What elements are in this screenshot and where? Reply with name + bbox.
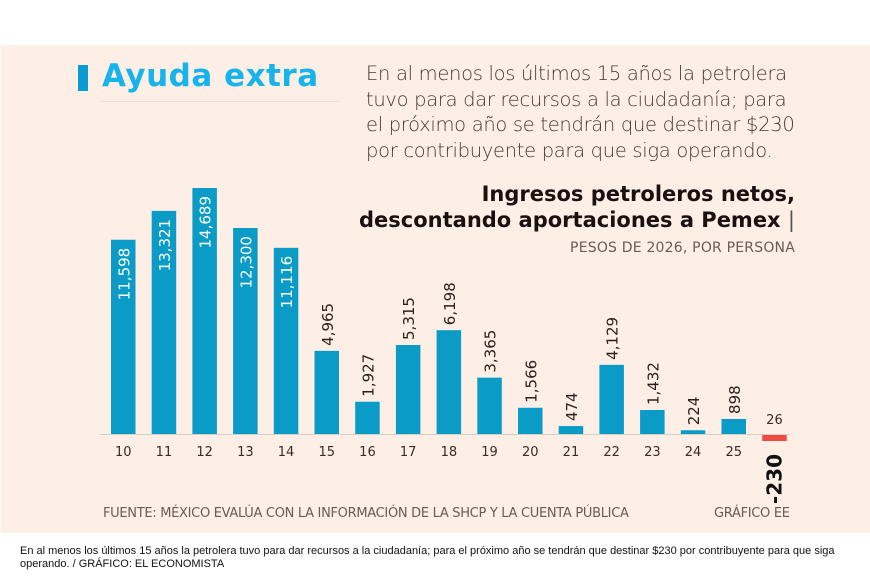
bar-22 [599,364,624,434]
value-label-13: 12,300 [237,236,255,289]
tick-label-20: 20 [522,445,539,460]
value-labels-group: 11,598 13,321 14,689 12,300 11,116 4,965 1,927… [115,196,786,504]
tick-label-26: 26 [766,413,783,428]
bar-24 [680,430,706,434]
chart-title-line2-wrap: descontando aportaciones a Pemex | [359,207,795,233]
bar-15 [314,350,339,434]
bar-11 [151,210,177,434]
tick-label-12: 12 [196,445,213,460]
value-label-16: 1,927 [359,354,377,397]
tick-label-19: 19 [481,445,498,460]
infographic-panel [1,45,870,533]
bars-group [111,188,787,441]
value-label-19: 3,365 [482,330,500,373]
tick-label-22: 22 [603,445,620,460]
bar-14 [273,247,299,434]
chart-title: Ingresos petroleros netos, descontando a… [359,181,795,233]
tick-label-23: 23 [644,445,661,460]
bar-16 [355,401,380,434]
bar-20 [518,407,543,434]
title-separator: | [787,208,795,232]
bar-12 [192,188,217,434]
value-label-25: 898 [726,385,744,414]
chart-subtitle: PESOS DE 2026, POR PERSONA [570,240,795,256]
tick-label-13: 13 [237,445,254,460]
source-note: FUENTE: MÉXICO EVALÚA CON LA INFORMACIÓN… [103,506,629,521]
value-label-18: 6,198 [441,282,459,325]
tick-label-24: 24 [685,445,702,460]
value-label-10: 11,598 [115,248,133,301]
tick-label-11: 11 [156,445,173,460]
tick-label-14: 14 [278,445,295,460]
tick-label-15: 15 [318,445,335,460]
bar-13 [233,228,258,434]
value-label-12: 14,689 [197,196,215,249]
tick-labels-group: 10 11 12 13 14 15 16 17 18 19 20 21 22 23 24 25 26 [115,413,783,460]
value-label-22: 4,129 [604,317,622,360]
value-label-11: 13,321 [156,219,174,272]
value-label-15: 4,965 [319,303,337,346]
bar-21 [558,426,584,434]
bar-17 [395,344,421,434]
page-title: Ayuda extra [102,58,319,94]
chart-title-line2: descontando aportaciones a Pemex [359,208,781,232]
value-label-14: 11,116 [278,256,296,308]
intro-text: En al menos los últimos 15 años la petro… [366,62,795,162]
title-divider [100,101,340,102]
bar-23 [640,410,665,434]
bar-26 [762,435,787,441]
image-caption: En al menos los últimos 15 años la petro… [20,545,835,570]
bar-18 [436,330,462,434]
bar-25 [721,418,746,434]
tick-label-17: 17 [400,445,417,460]
tick-label-21: 21 [563,445,580,460]
tick-label-16: 16 [359,445,376,460]
value-label-26: -230 [762,454,786,504]
title-accent-bar [78,65,88,91]
bar-19 [477,377,502,434]
tick-label-10: 10 [115,445,132,460]
graphic-credit: GRÁFICO EE [714,506,790,521]
value-label-20: 1,566 [522,360,540,403]
value-label-23: 1,432 [644,362,662,405]
value-label-17: 5,315 [400,297,418,340]
value-label-21: 474 [563,392,581,421]
bar-10 [111,239,136,434]
tick-label-25: 25 [725,445,742,460]
tick-label-18: 18 [441,445,458,460]
value-label-24: 224 [685,397,703,426]
chart-title-line1: Ingresos petroleros netos, [481,182,795,206]
